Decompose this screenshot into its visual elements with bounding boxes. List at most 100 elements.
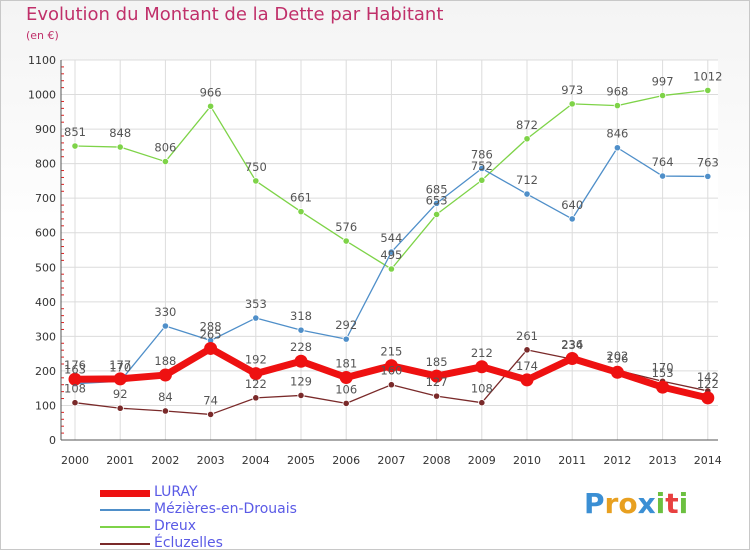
y-tick-label: 300 bbox=[35, 330, 56, 343]
data-point-mezieres-en-drouais bbox=[658, 172, 667, 180]
data-point-ecluzelles bbox=[387, 381, 395, 389]
x-tick-label: 2003 bbox=[197, 454, 225, 467]
x-tick-label: 2004 bbox=[242, 454, 270, 467]
y-tick-label: 800 bbox=[35, 158, 56, 171]
data-point-mezieres-en-drouais bbox=[387, 248, 395, 256]
data-label-dreux: 848 bbox=[109, 126, 131, 140]
data-label-luray: 122 bbox=[697, 377, 719, 391]
data-label-dreux: 997 bbox=[652, 75, 674, 89]
legend-label: Mézières-en-Drouais bbox=[154, 501, 297, 517]
data-label-mezieres-en-drouais: 330 bbox=[154, 305, 176, 319]
y-tick-label: 200 bbox=[35, 365, 56, 378]
data-label-dreux: 750 bbox=[245, 160, 267, 174]
logo-letter: i bbox=[678, 487, 689, 520]
data-label-mezieres-en-drouais: 685 bbox=[426, 182, 448, 196]
data-label-ecluzelles: 142 bbox=[697, 370, 719, 384]
y-tick-label: 0 bbox=[49, 434, 56, 447]
data-point-dreux bbox=[704, 86, 712, 95]
data-label-dreux: 872 bbox=[516, 118, 538, 132]
data-point-luray bbox=[475, 360, 489, 374]
data-point-dreux bbox=[658, 91, 667, 100]
x-tick-label: 2011 bbox=[558, 454, 586, 467]
data-point-ecluzelles bbox=[252, 394, 260, 402]
data-point-ecluzelles bbox=[161, 407, 169, 415]
data-point-luray bbox=[204, 341, 218, 355]
data-point-mezieres-en-drouais bbox=[704, 172, 712, 181]
data-label-dreux: 653 bbox=[426, 193, 448, 207]
x-tick-label: 2007 bbox=[377, 454, 405, 467]
data-point-dreux bbox=[161, 157, 169, 166]
data-point-dreux bbox=[613, 102, 622, 110]
y-tick-label: 900 bbox=[35, 123, 56, 136]
logo-letter: x bbox=[637, 487, 656, 520]
data-label-mezieres-en-drouais: 170 bbox=[109, 360, 131, 374]
logo-letter: r bbox=[604, 487, 619, 520]
data-label-ecluzelles: 160 bbox=[380, 364, 402, 378]
data-label-luray: 236 bbox=[561, 337, 583, 351]
data-point-ecluzelles bbox=[432, 392, 441, 400]
data-point-dreux bbox=[568, 100, 576, 108]
data-point-ecluzelles bbox=[207, 410, 215, 419]
data-point-dreux bbox=[252, 177, 260, 185]
data-point-dreux bbox=[207, 102, 215, 110]
data-point-mezieres-en-drouais bbox=[252, 314, 260, 322]
data-point-ecluzelles bbox=[116, 404, 124, 412]
data-label-mezieres-en-drouais: 786 bbox=[471, 147, 493, 161]
data-label-ecluzelles: 129 bbox=[290, 374, 312, 388]
legend-label: Écluzelles bbox=[154, 535, 223, 551]
data-point-ecluzelles bbox=[342, 399, 350, 407]
x-tick-label: 2006 bbox=[332, 454, 360, 467]
chart-title: Evolution du Montant de la Dette par Hab… bbox=[26, 4, 444, 25]
data-label-ecluzelles: 127 bbox=[426, 375, 448, 389]
data-label-luray: 215 bbox=[380, 345, 402, 359]
data-point-dreux bbox=[432, 210, 441, 219]
y-tick-label: 400 bbox=[35, 296, 56, 309]
data-point-luray bbox=[384, 359, 398, 373]
data-label-dreux: 495 bbox=[380, 248, 402, 262]
data-label-luray: 212 bbox=[471, 346, 493, 360]
data-point-dreux bbox=[478, 176, 486, 184]
data-label-luray: 153 bbox=[652, 366, 674, 380]
logo-letter: P bbox=[584, 487, 605, 520]
data-label-ecluzelles: 234 bbox=[561, 338, 583, 352]
x-tick-label: 2009 bbox=[468, 454, 496, 467]
logo-letter: t bbox=[665, 487, 679, 520]
legend-swatch bbox=[100, 543, 150, 545]
x-tick-label: 2013 bbox=[649, 454, 677, 467]
data-label-dreux: 576 bbox=[335, 220, 357, 234]
data-point-mezieres-en-drouais bbox=[297, 326, 305, 334]
y-tick-label: 1100 bbox=[28, 54, 56, 67]
data-point-dreux bbox=[71, 142, 79, 150]
x-tick-label: 2001 bbox=[106, 454, 134, 467]
data-point-luray bbox=[656, 380, 670, 394]
data-label-ecluzelles: 122 bbox=[245, 377, 267, 391]
data-point-luray bbox=[294, 354, 308, 368]
data-point-dreux bbox=[116, 143, 124, 151]
y-tick-label: 1000 bbox=[28, 89, 56, 102]
data-label-dreux: 752 bbox=[471, 159, 493, 173]
data-label-mezieres-en-drouais: 846 bbox=[606, 127, 628, 141]
data-point-mezieres-en-drouais bbox=[161, 322, 169, 330]
data-point-ecluzelles bbox=[478, 399, 486, 407]
data-label-ecluzelles: 74 bbox=[203, 393, 218, 407]
data-point-luray bbox=[158, 368, 172, 382]
data-label-ecluzelles: 261 bbox=[516, 329, 538, 343]
data-label-mezieres-en-drouais: 544 bbox=[380, 231, 402, 245]
x-tick-label: 2012 bbox=[603, 454, 631, 467]
legend-label: Dreux bbox=[154, 518, 196, 534]
data-point-mezieres-en-drouais bbox=[613, 144, 622, 152]
y-tick-label: 700 bbox=[35, 192, 56, 205]
data-point-mezieres-en-drouais bbox=[342, 335, 350, 343]
data-label-ecluzelles: 108 bbox=[64, 382, 86, 396]
data-label-ecluzelles: 202 bbox=[606, 349, 628, 363]
proxiti-logo: Proxiti bbox=[584, 487, 688, 520]
data-label-mezieres-en-drouais: 763 bbox=[697, 155, 719, 169]
data-point-luray bbox=[113, 372, 127, 386]
data-point-luray bbox=[520, 373, 534, 387]
data-label-mezieres-en-drouais: 163 bbox=[64, 363, 86, 377]
data-point-dreux bbox=[297, 208, 305, 216]
data-point-ecluzelles bbox=[523, 346, 531, 354]
data-label-luray: 196 bbox=[606, 351, 628, 365]
data-label-ecluzelles: 170 bbox=[652, 360, 674, 374]
data-label-luray: 177 bbox=[109, 358, 131, 372]
